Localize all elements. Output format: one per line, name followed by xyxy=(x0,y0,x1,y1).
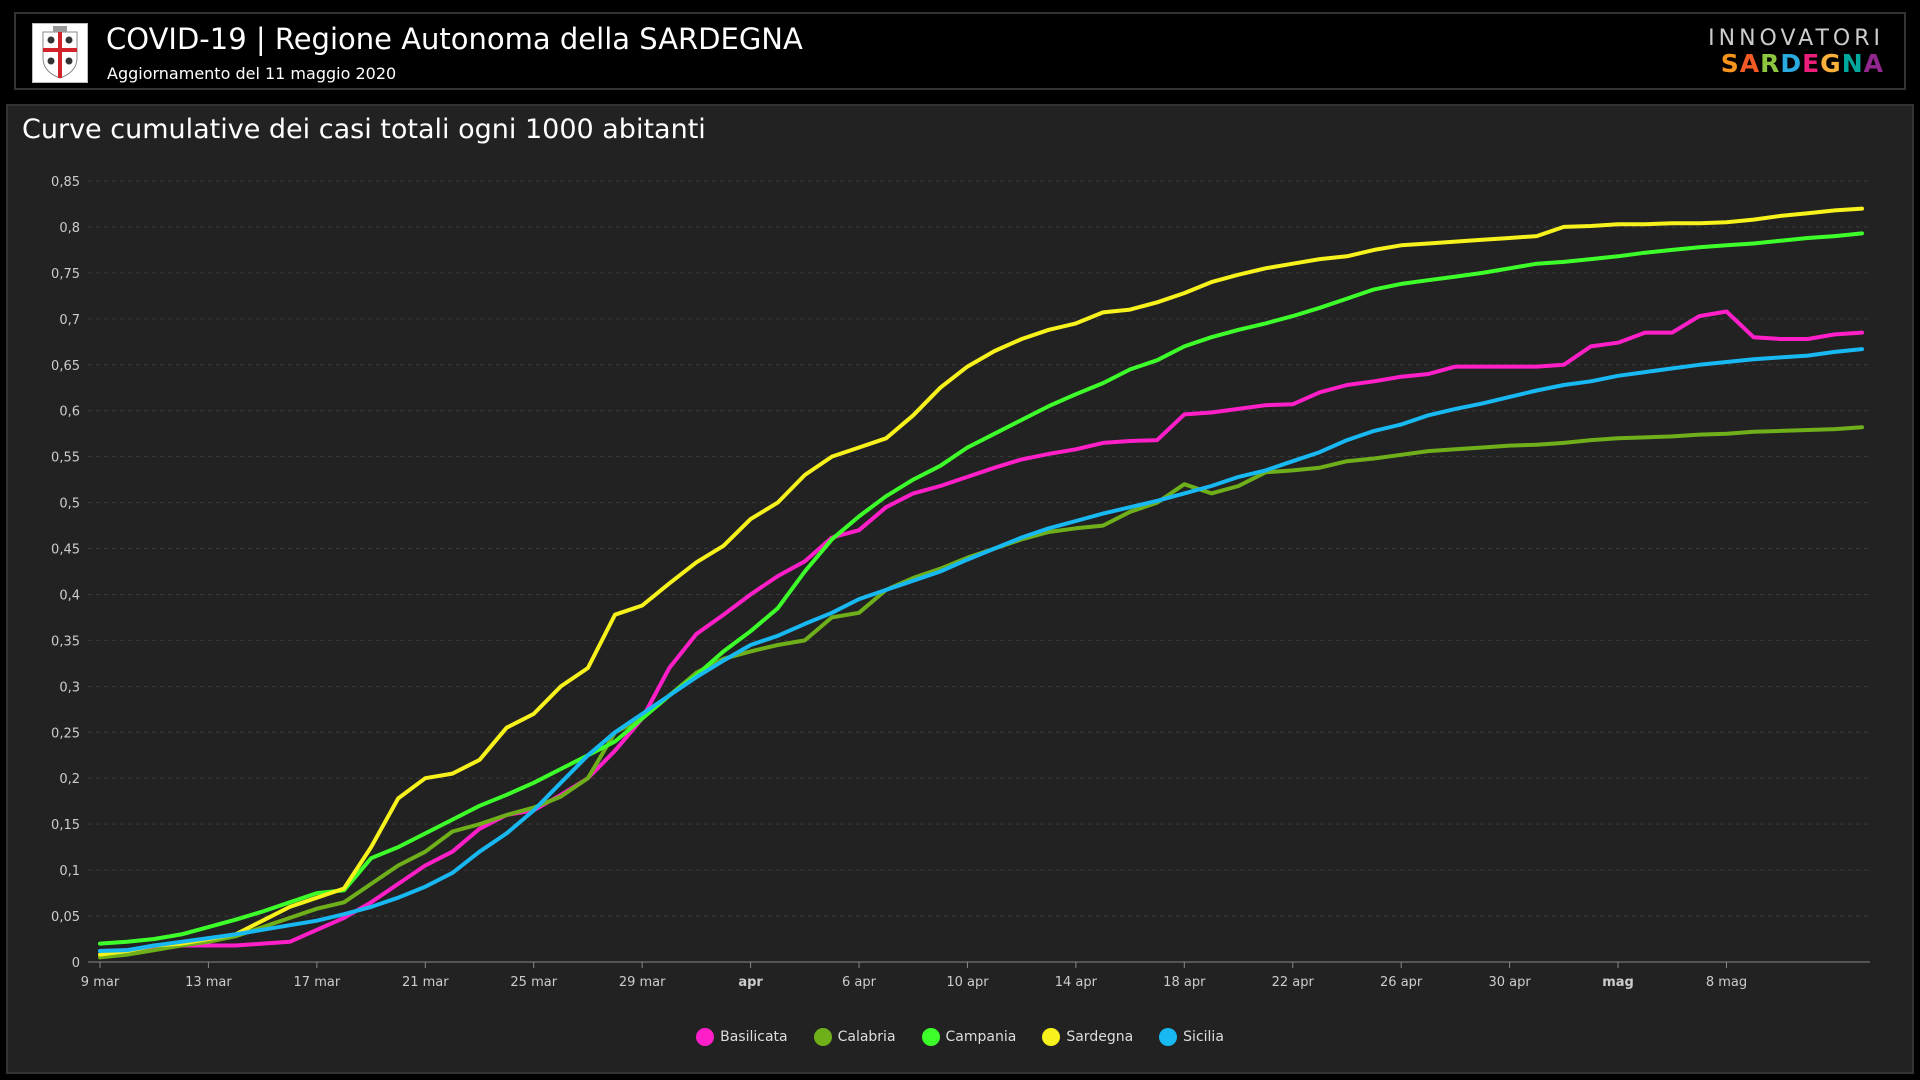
legend-item-calabria[interactable]: Calabria xyxy=(813,1028,896,1046)
x-tick-label: apr xyxy=(738,975,763,990)
brand-letter: R xyxy=(1760,49,1781,78)
x-tick-label: 8 mag xyxy=(1706,975,1747,990)
legend-item-sicilia[interactable]: Sicilia xyxy=(1159,1028,1224,1046)
series-line-campania xyxy=(98,231,1864,946)
x-tick-label: 29 mar xyxy=(619,975,666,990)
legend-label: Sardegna xyxy=(1066,1029,1134,1045)
y-tick-label: 0,7 xyxy=(59,313,80,328)
x-tick-label: 25 mar xyxy=(510,975,557,990)
legend-label: Calabria xyxy=(837,1029,896,1045)
brand-letter: D xyxy=(1780,49,1803,78)
legend-item-sardegna[interactable]: Sardegna xyxy=(1042,1028,1133,1046)
legend-label: Sicilia xyxy=(1183,1029,1224,1045)
page-title: COVID-19 | Regione Autonoma della SARDEG… xyxy=(106,22,803,56)
y-tick-label: 0,65 xyxy=(51,359,80,374)
x-tick-label: 6 apr xyxy=(842,975,877,990)
brand-bottom-text: SARDEGNA xyxy=(1708,49,1884,78)
line-chart: 0 0,05 0,1 0,15 0,2 0,25 0,3 0,35 0,4 0,45 0,5 0,55… xyxy=(51,175,1870,990)
header-bar: COVID-19 | Regione Autonoma della SARDEG… xyxy=(14,12,1906,90)
legend-dot-icon xyxy=(696,1028,715,1046)
y-tick-label: 0,75 xyxy=(51,267,80,282)
series-line-sardegna xyxy=(98,206,1864,957)
x-tick-label: 9 mar xyxy=(81,975,120,990)
x-tick-label: 26 apr xyxy=(1380,975,1423,990)
brand-letter: E xyxy=(1802,49,1821,78)
chart-title: Curve cumulative dei casi totali ogni 10… xyxy=(22,114,706,145)
brand-letter: G xyxy=(1820,49,1842,78)
legend-dot-icon xyxy=(921,1028,940,1046)
chart-panel: Curve cumulative dei casi totali ogni 10… xyxy=(6,104,1914,1074)
update-date: Aggiornamento del 11 maggio 2020 xyxy=(107,64,397,83)
legend-item-basilicata[interactable]: Basilicata xyxy=(696,1028,788,1046)
y-tick-label: 0 xyxy=(72,956,80,971)
y-tick-label: 0,5 xyxy=(59,497,80,512)
x-tick-label: 21 mar xyxy=(402,975,449,990)
chart-legend: Basilicata Calabria Campania Sardegna Sicili… xyxy=(8,1028,1912,1046)
brand-letter: A xyxy=(1863,49,1884,78)
y-tick-label: 0,3 xyxy=(59,680,80,695)
brand-top-text: INNOVATORI xyxy=(1708,26,1884,51)
x-tick-label: 13 mar xyxy=(185,975,232,990)
x-tick-label: 10 apr xyxy=(946,975,989,990)
y-tick-label: 0,8 xyxy=(59,221,80,236)
series-line-calabria xyxy=(98,425,1864,960)
y-tick-label: 0,15 xyxy=(51,818,80,833)
y-tick-label: 0,25 xyxy=(51,726,80,741)
y-tick-label: 0,85 xyxy=(51,175,80,190)
legend-label: Basilicata xyxy=(720,1029,788,1045)
x-tick-label: 18 apr xyxy=(1163,975,1206,990)
legend-dot-icon xyxy=(1042,1028,1061,1046)
y-tick-label: 0,1 xyxy=(59,864,80,879)
y-tick-label: 0,4 xyxy=(59,588,80,603)
y-tick-label: 0,45 xyxy=(51,543,80,558)
x-tick-label: 30 apr xyxy=(1488,975,1531,990)
y-tick-label: 0,05 xyxy=(51,910,80,925)
x-tick-label: 17 mar xyxy=(294,975,341,990)
x-tick-label: mag xyxy=(1602,975,1634,990)
series-line-basilicata xyxy=(98,309,1864,953)
brand-letter: N xyxy=(1841,49,1864,78)
x-tick-label: 14 apr xyxy=(1055,975,1098,990)
y-tick-label: 0,55 xyxy=(51,451,80,466)
series-line-sicilia xyxy=(98,347,1864,953)
y-tick-label: 0,6 xyxy=(59,405,80,420)
region-coat-of-arms-logo xyxy=(32,23,88,83)
legend-dot-icon xyxy=(1159,1028,1178,1046)
legend-label: Campania xyxy=(945,1029,1017,1045)
legend-item-campania[interactable]: Campania xyxy=(921,1028,1017,1046)
y-tick-label: 0,35 xyxy=(51,634,80,649)
brand-letter: A xyxy=(1739,49,1761,78)
innovatori-sardegna-logo: INNOVATORI SARDEGNA xyxy=(1708,26,1884,78)
x-tick-label: 22 apr xyxy=(1272,975,1315,990)
legend-dot-icon xyxy=(813,1028,832,1046)
brand-letter: S xyxy=(1720,49,1740,78)
y-tick-label: 0,2 xyxy=(59,772,80,787)
